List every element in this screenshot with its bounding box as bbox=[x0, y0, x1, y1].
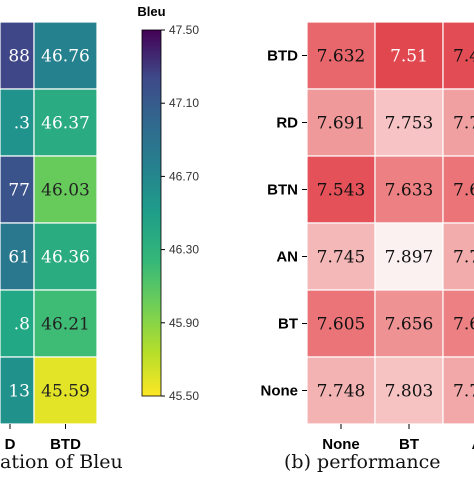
heatmap-b-cell-label: 7.6 bbox=[453, 181, 474, 201]
heatmap-b-y-tick: BT bbox=[278, 316, 298, 333]
heatmap-b-y-tick: BTN bbox=[267, 182, 298, 199]
heatmap-b-y-tick: None bbox=[261, 383, 299, 400]
heatmap-b-cell-label: 7.6 bbox=[453, 315, 474, 335]
heatmap-a-cell-label: 61 bbox=[8, 248, 30, 268]
caption-b: (b) performance bbox=[284, 451, 441, 473]
heatmap-b-cell-label: 7.7 bbox=[453, 248, 474, 268]
heatmap-a-cell-label: 77 bbox=[8, 181, 30, 201]
colorbar-tick-label: 46.30 bbox=[169, 243, 199, 257]
heatmap-b-cell-label: 7.7 bbox=[453, 382, 474, 402]
heatmap-a-cell-label: 46.21 bbox=[41, 315, 90, 335]
heatmap-b-cell-label: 7.543 bbox=[317, 181, 366, 201]
heatmap-b-y-tick: RD bbox=[276, 115, 298, 132]
heatmap-b-cell-label: 7.656 bbox=[385, 315, 434, 335]
colorbar-tick-label: 47.50 bbox=[169, 23, 199, 37]
heatmap-b-cell-label: 7.753 bbox=[385, 114, 434, 134]
colorbar-tick-label: 45.50 bbox=[169, 389, 199, 403]
heatmap-b-y-tick: AN bbox=[276, 249, 298, 266]
heatmap-a-cell-label: .3 bbox=[14, 114, 30, 134]
heatmap-b-cell-label: 7.7 bbox=[453, 114, 474, 134]
heatmap-a-cell-label: 46.76 bbox=[41, 47, 90, 67]
heatmap-a-cell-label: 46.36 bbox=[41, 248, 90, 268]
heatmap-a-cell-label: .8 bbox=[14, 315, 30, 335]
heatmap-b-cell-label: 7.605 bbox=[317, 315, 366, 335]
heatmap-b-y-tick: BTD bbox=[267, 48, 298, 65]
panel-b: 7.632 7.51 7.4 7.691 7.753 7.7 7.543 7.633 7.6 7.… bbox=[261, 22, 474, 473]
colorbar: Bleu 47.50 47.10 46.70 46.30 45.90 45.50 bbox=[137, 4, 199, 403]
heatmap-b-cell-label: 7.4 bbox=[453, 47, 474, 67]
heatmap-b-cell-label: 7.897 bbox=[385, 248, 434, 268]
heatmap-b-cell-label: 7.745 bbox=[317, 248, 366, 268]
heatmap-a-cell-label: 46.03 bbox=[41, 181, 90, 201]
colorbar-tick-label: 46.70 bbox=[169, 169, 199, 183]
caption-a: ation of Bleu bbox=[0, 451, 123, 473]
heatmap-a-cell-label: 46.37 bbox=[41, 114, 90, 134]
colorbar-tick-label: 47.10 bbox=[169, 96, 199, 110]
colorbar-title: Bleu bbox=[137, 4, 165, 19]
heatmap-b-cell-label: 7.803 bbox=[385, 382, 434, 402]
colorbar-gradient bbox=[142, 30, 161, 396]
heatmap-a-cell-label: 13 bbox=[8, 382, 30, 402]
colorbar-tick-label: 45.90 bbox=[169, 316, 199, 330]
heatmap-b-cell-label: 7.691 bbox=[317, 114, 366, 134]
heatmap-a-cell-label: 88 bbox=[8, 47, 30, 67]
heatmap-b-cell-label: 7.51 bbox=[390, 47, 428, 67]
heatmap-a-cell-label: 45.59 bbox=[41, 382, 90, 402]
heatmap-b-cell-label: 7.633 bbox=[385, 181, 434, 201]
panel-a: 88 46.76 .3 46.37 77 46.03 61 46.36 .8 46.21 13 45.… bbox=[0, 22, 123, 473]
heatmap-b-cell-label: 7.748 bbox=[317, 382, 366, 402]
heatmap-b-cell-label: 7.632 bbox=[317, 47, 366, 67]
